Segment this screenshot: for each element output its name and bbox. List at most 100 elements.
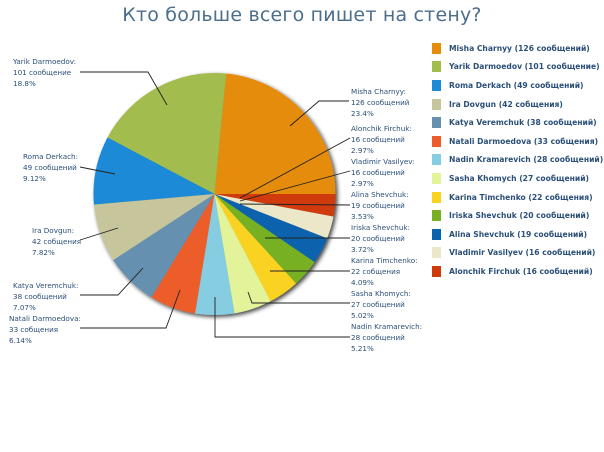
label-percent: 5.02% (351, 311, 374, 320)
legend-item-yarik[interactable]: Yarik Darmoedov (101 сообщение) (432, 58, 603, 77)
leader-line (289, 100, 349, 127)
pie-slice[interactable] (195, 194, 235, 315)
label-percent: 7.82% (32, 248, 55, 257)
legend-item-katya[interactable]: Katya Veremchuk (38 сообщений) (432, 113, 603, 132)
label-yarik: Yarik Darmoedov: 101 сообщение 18.8% (13, 56, 76, 89)
legend-swatch (432, 265, 441, 277)
label-name: Misha Charnyy: (351, 87, 406, 96)
label-count: 27 сообщений (351, 300, 405, 309)
legend-label: Natali Darmoedova (33 собщения) (449, 136, 599, 146)
label-iriska: Iriska Shevchuk: 20 сообщений 3.72% (351, 222, 410, 255)
pie-slice[interactable] (214, 194, 271, 314)
legend-swatch (432, 228, 441, 240)
label-count: 126 сообщений (351, 98, 410, 107)
label-name: Alonchik Firchuk: (351, 124, 412, 133)
label-name: Katya Veremchuk: (13, 281, 79, 290)
legend-item-alonchik[interactable]: Alonchik Firchuk (16 сообщений) (432, 262, 603, 281)
label-percent: 3.72% (351, 245, 374, 254)
label-name: Karina Timchenko: (351, 256, 418, 265)
label-percent: 3.53% (351, 212, 374, 221)
label-percent: 18.8% (13, 79, 36, 88)
label-name: Sasha Khomych: (351, 289, 411, 298)
legend-label: Karina Timchenko (22 собщения) (449, 192, 593, 202)
label-name: Iriska Shevchuk: (351, 223, 410, 232)
pie-slice[interactable] (93, 194, 215, 261)
chart-title: Кто больше всего пишет на стену? (122, 4, 482, 26)
label-count: 22 собщения (351, 267, 401, 276)
leader-line (80, 289, 181, 329)
legend-item-vladimir[interactable]: Vladimir Vasilyev (16 сообщений) (432, 244, 603, 263)
label-alonchik: Alonchik Firchuk: 16 сообщений 2.97% (351, 123, 412, 156)
label-name: Alina Shevchuk: (351, 190, 409, 199)
label-count: 101 сообщение (13, 68, 72, 77)
label-count: 28 сообщений (351, 333, 405, 342)
legend-label: Ira Dovgun (42 собщения) (449, 99, 563, 109)
legend-item-misha[interactable]: Misha Charnyy (126 сообщений) (432, 39, 603, 58)
label-ira: Ira Dovgun: 42 собщения 7.82% (32, 225, 81, 258)
legend-label: Vladimir Vasilyev (16 сообщений) (449, 248, 596, 258)
legend: Misha Charnyy (126 сообщений) Yarik Darm… (432, 39, 603, 281)
legend-item-roma[interactable]: Roma Derkach (49 сообщений) (432, 76, 603, 95)
pie-slice[interactable] (107, 72, 227, 194)
legend-label: Roma Derkach (49 сообщений) (449, 80, 584, 90)
label-misha: Misha Charnyy: 126 сообщений 23.4% (351, 86, 409, 119)
legend-item-karina[interactable]: Karina Timchenko (22 собщения) (432, 188, 603, 207)
pie-slice[interactable] (151, 194, 215, 314)
label-name: Natali Darmoedova: (9, 314, 81, 323)
label-name: Roma Derkach: (23, 152, 79, 161)
legend-swatch (432, 42, 441, 54)
legend-label: Misha Charnyy (126 сообщений) (449, 43, 590, 53)
pie-slice[interactable] (214, 194, 328, 262)
label-percent: 4.09% (351, 278, 374, 287)
label-count: 33 собщения (9, 325, 59, 334)
leader-lines (79, 71, 351, 338)
label-count: 16 сообщений (351, 135, 405, 144)
leader-line (80, 267, 144, 296)
legend-swatch (432, 79, 441, 91)
label-name: Yarik Darmoedov: (13, 57, 77, 66)
label-count: 49 сообщений (23, 163, 77, 172)
label-count: 20 сообщений (351, 234, 405, 243)
legend-item-alina[interactable]: Alina Shevchuk (19 сообщений) (432, 225, 603, 244)
leader-line (80, 71, 168, 106)
label-percent: 5.21% (351, 344, 374, 353)
legend-swatch (432, 154, 441, 166)
pie-slices (93, 72, 336, 315)
legend-swatch (432, 172, 441, 184)
label-percent: 2.97% (351, 146, 374, 155)
leader-line (239, 137, 351, 199)
leader-line (239, 203, 351, 206)
label-name: Nadin Kramarevich: (351, 322, 423, 331)
label-percent: 7.07% (13, 303, 36, 312)
label-roma: Roma Derkach: 49 сообщений 9.12% (23, 151, 78, 184)
label-katya: Katya Veremchuk: 38 сообщений 7.07% (13, 280, 78, 313)
legend-item-sasha[interactable]: Sasha Khomych (27 сообщений) (432, 169, 603, 188)
leader-line (79, 227, 119, 241)
pie-slice[interactable] (214, 194, 334, 239)
legend-item-ira[interactable]: Ira Dovgun (42 собщения) (432, 95, 603, 114)
label-percent: 23.4% (351, 109, 374, 118)
pie-slice[interactable] (214, 73, 336, 194)
label-vladimir: Vladimir Vasilyev: 16 сообщений 2.97% (351, 156, 415, 189)
pie-slice[interactable] (93, 137, 215, 205)
legend-label: Yarik Darmoedov (101 сообщение) (449, 62, 600, 72)
legend-item-natali[interactable]: Natali Darmoedova (33 собщения) (432, 132, 603, 151)
label-count: 38 сообщений (13, 292, 67, 301)
legend-label: Iriska Shevchuk (20 сообщений) (449, 211, 590, 221)
legend-item-nadin[interactable]: Nadin Kramarevich (28 сообщений) (432, 151, 603, 170)
label-count: 42 собщения (32, 237, 82, 246)
label-karina: Karina Timchenko: 22 собщения 4.09% (351, 255, 418, 288)
label-nadin: Nadin Kramarevich: 28 сообщений 5.21% (351, 321, 422, 354)
legend-swatch (432, 117, 441, 129)
label-natali: Natali Darmoedova: 33 собщения 6.14% (9, 313, 81, 346)
pie-slice[interactable] (214, 194, 297, 302)
legend-label: Alina Shevchuk (19 сообщений) (449, 229, 588, 239)
pie-slice[interactable] (214, 194, 315, 284)
leader-line (214, 297, 350, 338)
pie-slice[interactable] (113, 194, 215, 298)
label-name: Ira Dovgun: (32, 226, 75, 235)
legend-swatch (432, 61, 441, 73)
legend-label: Katya Veremchuk (38 сообщений) (449, 118, 597, 128)
legend-item-iriska[interactable]: Iriska Shevchuk (20 сообщений) (432, 206, 603, 225)
